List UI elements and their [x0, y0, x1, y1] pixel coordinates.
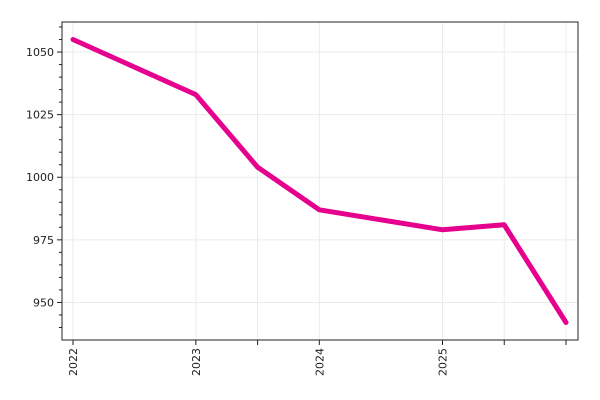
- series-layer: [70, 37, 569, 325]
- y-axis: 950 975 1000 1025 1050: [26, 26, 62, 328]
- y-tick-label: 1000: [26, 171, 54, 184]
- series-line: [70, 37, 569, 325]
- y-tick-label: 1025: [26, 109, 54, 122]
- x-tick-label: 2023: [190, 348, 203, 376]
- y-tick-label: 975: [33, 234, 54, 247]
- x-axis: 2022 2023 2024 2025: [67, 340, 567, 376]
- x-tick-label: 2022: [67, 348, 80, 376]
- x-tick-label: 2024: [313, 348, 326, 376]
- y-tick-label: 1050: [26, 46, 54, 59]
- y-tick-label: 950: [33, 296, 54, 309]
- grid-layer: [62, 22, 578, 340]
- x-tick-label: 2025: [436, 348, 449, 376]
- plot-frame: [61, 21, 579, 341]
